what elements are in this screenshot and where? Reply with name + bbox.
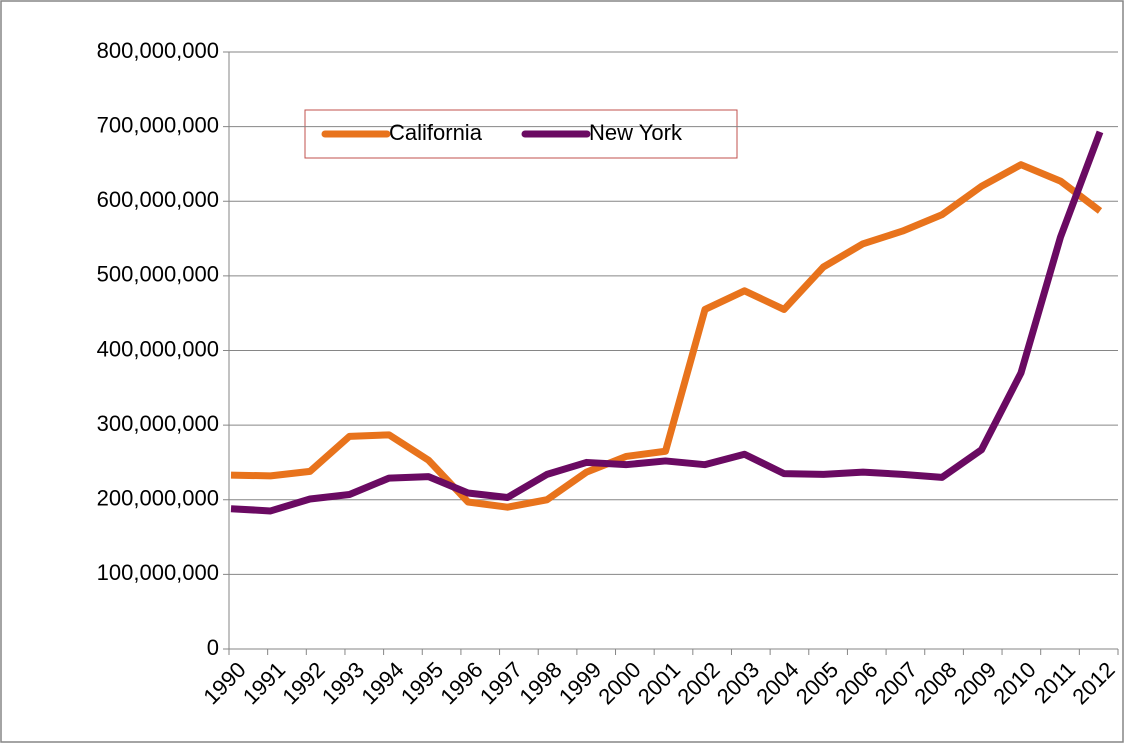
y-tick-label: 0	[207, 635, 219, 660]
y-tick-label: 200,000,000	[97, 486, 219, 511]
legend-label: New York	[589, 120, 683, 145]
y-tick-label: 300,000,000	[97, 411, 219, 436]
y-tick-label: 400,000,000	[97, 336, 219, 361]
series-line	[230, 130, 1104, 515]
series-line	[230, 161, 1103, 511]
y-tick-label: 100,000,000	[97, 560, 219, 585]
y-tick-label: 600,000,000	[97, 187, 219, 212]
legend-label: California	[389, 120, 483, 145]
y-tick-label: 800,000,000	[97, 38, 219, 63]
y-tick-label: 500,000,000	[97, 262, 219, 287]
y-tick-label: 700,000,000	[97, 112, 219, 137]
